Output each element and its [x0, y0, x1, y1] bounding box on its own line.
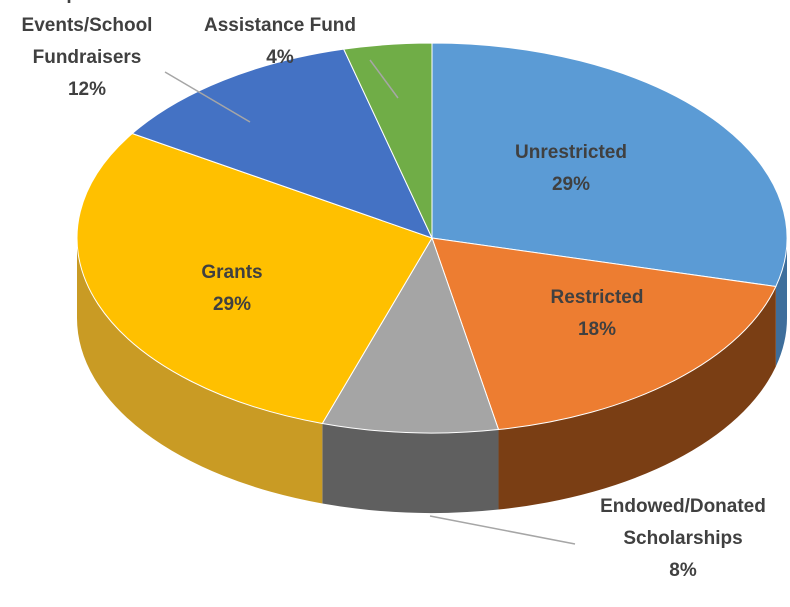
slice-label-special-events-school-fundraisers-line-4: 12%: [68, 79, 106, 100]
slice-label-endowed-donated-scholarships-line-1: Endowed/Donated: [600, 496, 766, 517]
slice-label-st-clare-tuition-assistance-fund-line-2: Assistance Fund: [204, 15, 356, 36]
pie-labels: Unrestricted 29% Restricted 18% Endowed/Dona…: [22, 0, 766, 581]
slice-label-special-events-school-fundraisers-line-2: Events/School: [22, 15, 153, 36]
slice-label-st-clare-tuition-assistance-fund-line-1: St. Clare Tuition: [208, 0, 352, 4]
pie-slice-unrestricted: [431, 42, 788, 288]
pie-top-faces: [76, 42, 788, 434]
slice-label-special-events-school-fundraisers-line-3: Fundraisers: [33, 47, 142, 68]
slice-label-unrestricted-line-1: Unrestricted: [515, 142, 627, 163]
leader-line-endowed-donated-scholarships: [429, 515, 576, 545]
pie-slice-restricted: [431, 237, 777, 431]
pie-side-grants: [77, 238, 323, 504]
slice-label-restricted-line-1: Restricted: [551, 287, 644, 308]
slice-label-endowed-donated-scholarships-line-3: 8%: [669, 560, 697, 581]
pie-side-unrestricted: [775, 238, 787, 367]
pie-side-walls: [77, 238, 787, 513]
slice-label-special-events-school-fundraisers-line-1: Special: [54, 0, 121, 4]
slice-label-endowed-donated-scholarships-line-2: Scholarships: [623, 528, 742, 549]
leader-line-st-clare-tuition-assistance-fund: [369, 59, 399, 99]
pie-slice-endowed-donated-scholarships: [321, 236, 500, 434]
pie-slice-grants: [76, 132, 433, 425]
pie-slice-st-clare-tuition-assistance-fund: [342, 42, 433, 239]
slice-label-restricted-line-2: 18%: [578, 319, 616, 340]
slice-label-unrestricted-line-2: 29%: [552, 174, 590, 195]
slice-label-grants-line-2: 29%: [213, 294, 251, 315]
leader-line-special-events-school-fundraisers: [164, 71, 251, 123]
pie-side-endowed-donated-scholarships: [322, 423, 499, 513]
slice-label-st-clare-tuition-assistance-fund-line-3: 4%: [266, 47, 294, 68]
slice-label-grants-line-1: Grants: [201, 262, 262, 283]
pie-side-restricted: [498, 286, 776, 510]
